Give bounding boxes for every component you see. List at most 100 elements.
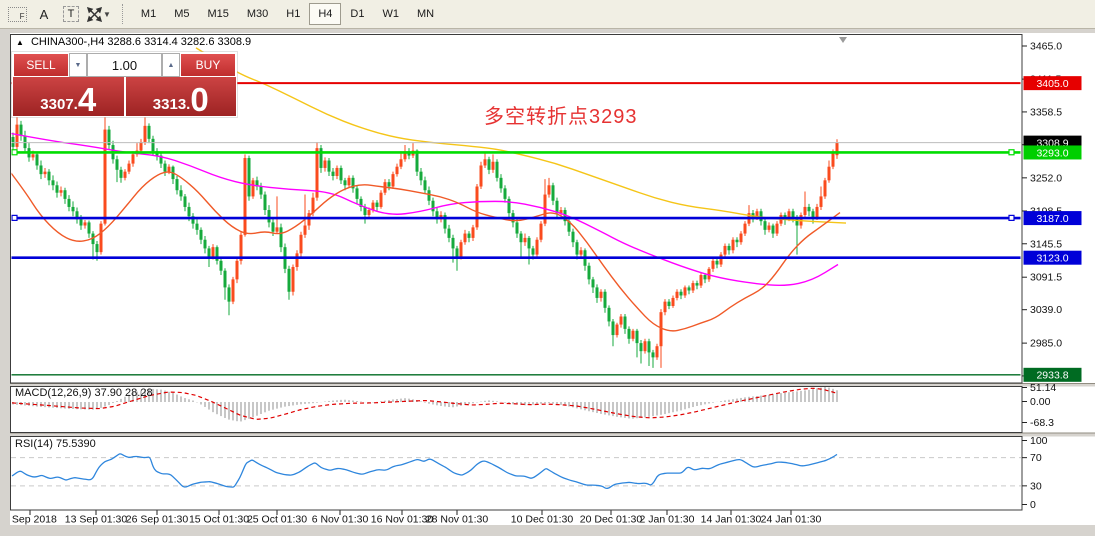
price-tick-label: 3039.0 [1030, 304, 1062, 316]
candle-body [131, 154, 135, 164]
candle-body [243, 158, 247, 235]
candle-body [139, 141, 143, 151]
text-label-tool-button[interactable]: T [59, 3, 83, 25]
sell-price-small-digits: 3307. [40, 95, 78, 113]
candle-body [11, 136, 15, 147]
main-panel-border [10, 34, 1023, 384]
candle-body [723, 245, 727, 255]
price-axis[interactable]: 3465.03411.53358.53305.53252.03198.53145… [1022, 41, 1082, 512]
candle-body [39, 165, 43, 175]
panel-splitter[interactable] [10, 383, 1095, 387]
time-tick-label: 2 Jan 01:30 [640, 514, 695, 526]
candle-body [835, 142, 839, 156]
timeframe-m5-button[interactable]: M5 [174, 8, 190, 20]
candle-body [23, 135, 27, 149]
candle-body [671, 297, 675, 306]
buy-price-display[interactable]: 3313. 0 [125, 77, 236, 116]
candle-body [247, 158, 251, 197]
price-tick-label: 3145.5 [1030, 238, 1062, 250]
timeframe-w1-button[interactable]: W1 [382, 8, 399, 20]
time-tick-label: 28 Nov 01:30 [426, 514, 489, 526]
price-tick-label: 3252.0 [1030, 172, 1062, 184]
arrows-tool-button[interactable]: ▼ [86, 3, 114, 25]
candle-body [331, 171, 335, 176]
level-price-label-box [1023, 145, 1082, 160]
macd-scale-label: -68.3 [1030, 417, 1054, 429]
candle-body [619, 316, 623, 325]
volume-input[interactable] [87, 53, 162, 77]
candle-body [503, 188, 507, 199]
candle-body [759, 211, 763, 222]
candle-body [175, 179, 179, 191]
buy-button[interactable]: BUY [180, 53, 236, 77]
ma-mid-magenta [11, 132, 839, 287]
symbol-timeframe-label: CHINA300-,H4 [30, 36, 105, 48]
candle-body [603, 291, 607, 308]
candle-body [675, 291, 679, 298]
volume-increase-button[interactable]: ▲ [162, 53, 180, 77]
cursor-a-icon: A [39, 6, 49, 22]
chart-grid-f-icon: F [7, 6, 27, 22]
level-price-label-text: 3187.0 [1036, 213, 1068, 225]
candle-body [303, 225, 307, 235]
chart-grid-f-icon-button[interactable]: F [5, 3, 29, 25]
candle-body [607, 307, 611, 322]
timeframe-h1-button[interactable]: H1 [286, 8, 301, 20]
chart-canvas[interactable]: 3465.03411.53358.53305.53252.03198.53145… [10, 33, 1095, 525]
timeframe-m30-button[interactable]: M30 [246, 8, 269, 20]
candle-body [575, 242, 579, 255]
candle-body [235, 260, 239, 280]
candle-body [827, 166, 831, 181]
candle-body [255, 180, 259, 187]
candle-body [227, 287, 231, 302]
candle-body [467, 233, 471, 238]
candle-body [719, 254, 723, 265]
ma-fast-orange [11, 171, 841, 332]
timeframe-m1-button[interactable]: M1 [140, 8, 157, 20]
chevron-down-icon[interactable]: ▼ [103, 9, 111, 19]
sell-price-display[interactable]: 3307. 4 [13, 77, 124, 116]
sell-button[interactable]: SELL [13, 53, 69, 77]
candle-body [95, 244, 99, 253]
candle-body [375, 202, 379, 207]
candle-body [519, 233, 523, 243]
timeframe-d1-button[interactable]: D1 [350, 8, 365, 20]
candle-body [351, 177, 355, 189]
candle-body [415, 150, 419, 172]
candle-body [647, 341, 651, 353]
candle-body [811, 211, 815, 218]
candle-body [471, 227, 475, 238]
chart-window: 3465.03411.53358.53305.53252.03198.53145… [10, 33, 1095, 525]
candle-body [735, 239, 739, 243]
line-handle [11, 214, 18, 221]
candle-body [695, 283, 699, 286]
timeframe-m15-button[interactable]: M15 [207, 8, 229, 20]
candle-body [51, 180, 55, 186]
candle-body [815, 206, 819, 218]
toolbar-separator [121, 4, 124, 24]
candle-body [643, 341, 647, 352]
candle-body [319, 148, 323, 168]
candle-body [631, 330, 635, 339]
candle-body [687, 287, 691, 291]
candle-body [655, 346, 659, 358]
candle-body [703, 275, 707, 280]
candle-body [771, 225, 775, 234]
candle-body [267, 210, 271, 223]
volume-decrease-button[interactable]: ▼ [69, 53, 87, 77]
candle-body [311, 197, 315, 214]
timeframe-h4-button[interactable]: H4 [309, 3, 342, 25]
chart-shift-marker-icon[interactable] [839, 37, 847, 43]
sell-price-big-digit: 4 [77, 80, 97, 118]
cursor-a-button[interactable]: A [32, 3, 56, 25]
candle-body [663, 301, 667, 313]
rsi-panel-border [10, 436, 1023, 511]
candle-body [731, 239, 735, 251]
timeframe-mn-button[interactable]: MN [416, 8, 435, 20]
collapse-panel-icon[interactable]: ▲ [16, 38, 24, 47]
candle-body [315, 148, 319, 198]
panel-splitter[interactable] [10, 432, 1095, 437]
candle-body [683, 287, 687, 296]
